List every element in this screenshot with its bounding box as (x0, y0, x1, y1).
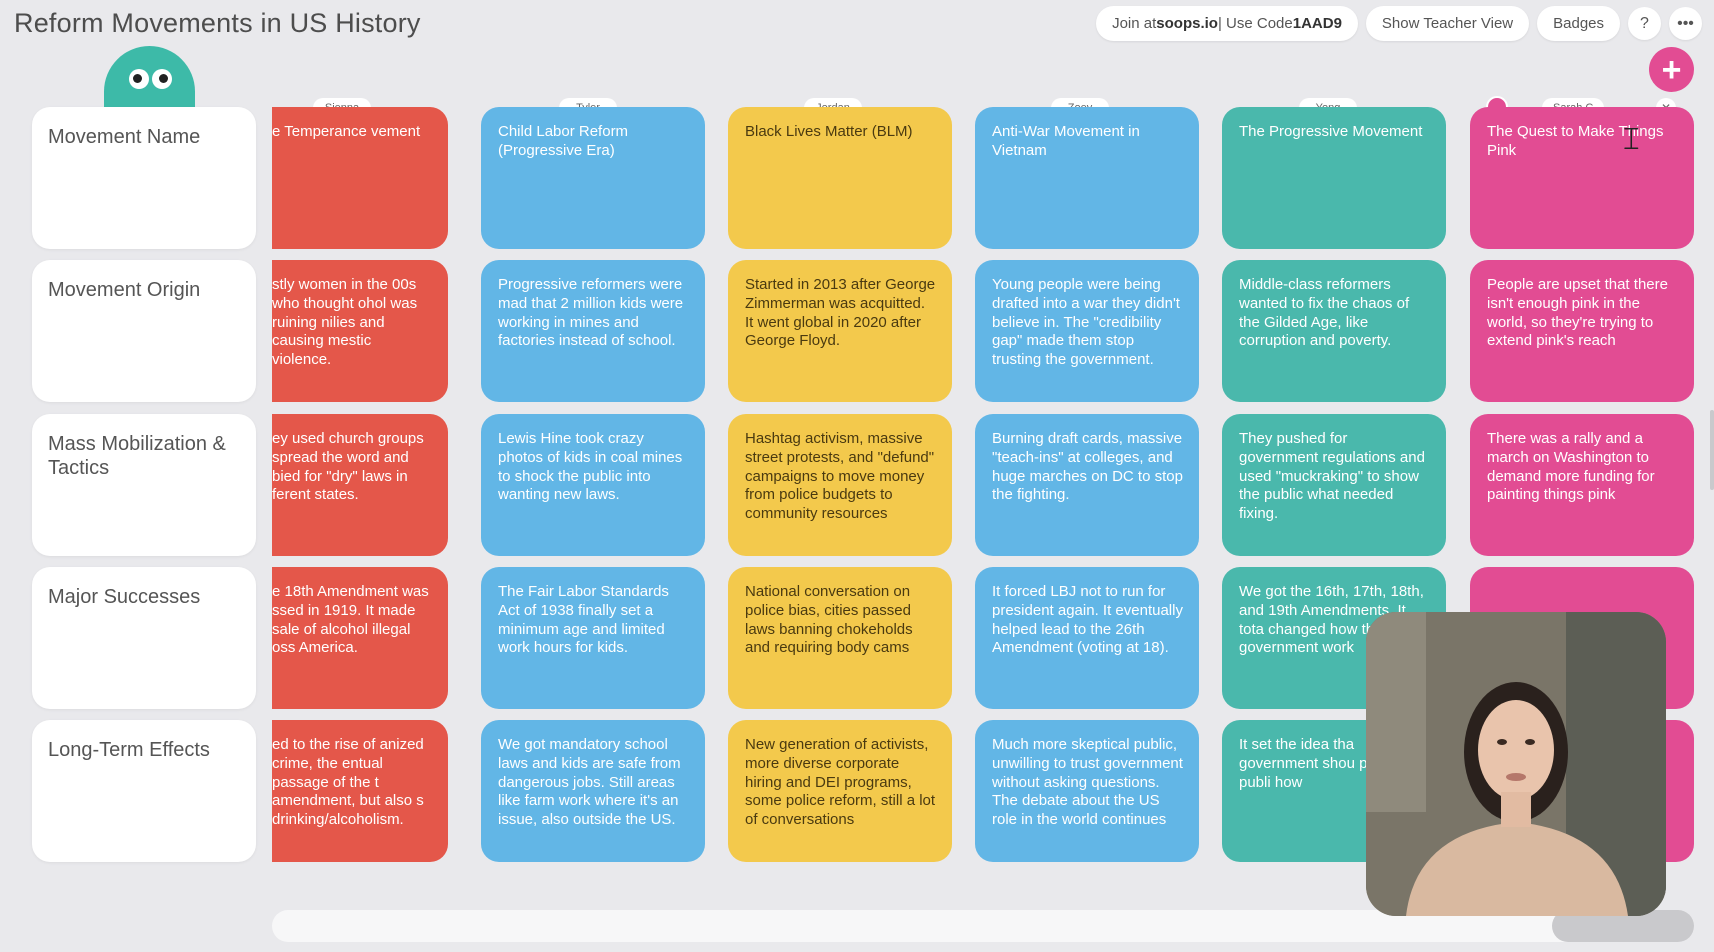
card-cell[interactable]: e 18th Amendment was ssed in 1919. It ma… (272, 567, 448, 709)
card-cell[interactable]: Burning draft cards, massive "teach-ins"… (975, 414, 1199, 556)
card-cell[interactable]: Progressive reformers were mad that 2 mi… (481, 260, 705, 402)
card-cell[interactable]: National conversation on police bias, ci… (728, 567, 952, 709)
join-site: soops.io (1156, 15, 1218, 32)
mascot-right-eye (152, 69, 172, 89)
card-cell[interactable]: ed to the rise of anized crime, the entu… (272, 720, 448, 862)
plus-icon: + (1661, 50, 1682, 89)
card-cell[interactable]: e Temperance vement (272, 107, 448, 249)
webcam-overlay (1366, 612, 1666, 916)
card-cell[interactable]: The Progressive Movement (1222, 107, 1446, 249)
card-cell[interactable]: Hashtag activism, massive street protest… (728, 414, 952, 556)
card-cell[interactable]: Started in 2013 after George Zimmerman w… (728, 260, 952, 402)
card-cell[interactable]: Middle-class reformers wanted to fix the… (1222, 260, 1446, 402)
row-label-major-successes: Major Successes (32, 567, 256, 709)
add-column-button[interactable]: + (1649, 47, 1694, 92)
join-code-button[interactable]: Join at soops.io | Use Code 1AAD9 (1096, 6, 1358, 41)
text-cursor-icon: 𝙸 (1620, 120, 1643, 156)
join-separator: | Use Code (1217, 15, 1293, 32)
mascot-left-eye (129, 69, 149, 89)
card-cell[interactable]: There was a rally and a march on Washing… (1470, 414, 1694, 556)
board: Sienna e Temperance vement stly women in… (272, 90, 1714, 870)
row-label-movement-name: Movement Name (32, 107, 256, 249)
card-cell[interactable]: We got mandatory school laws and kids ar… (481, 720, 705, 862)
row-label-mass-mobilization: Mass Mobilization & Tactics (32, 414, 256, 556)
card-cell[interactable]: They pushed for government regulations a… (1222, 414, 1446, 556)
card-cell[interactable]: The Fair Labor Standards Act of 1938 fin… (481, 567, 705, 709)
card-cell[interactable]: It forced LBJ not to run for president a… (975, 567, 1199, 709)
join-code: 1AAD9 (1292, 15, 1342, 32)
help-button[interactable]: ? (1628, 7, 1661, 40)
card-cell[interactable]: Black Lives Matter (BLM) (728, 107, 952, 249)
card-cell[interactable]: Anti-War Movement in Vietnam (975, 107, 1199, 249)
presenter-video-icon (1366, 612, 1666, 916)
card-cell[interactable]: ey used church groups spread the word an… (272, 414, 448, 556)
top-toolbar: Join at soops.io | Use Code 1AAD9 Show T… (1096, 6, 1702, 41)
join-prefix: Join at (1112, 15, 1157, 32)
row-label-long-term-effects: Long-Term Effects (32, 720, 256, 862)
badges-button[interactable]: Badges (1537, 6, 1620, 41)
card-cell[interactable]: Lewis Hine took crazy photos of kids in … (481, 414, 705, 556)
page-title: Reform Movements in US History (14, 8, 421, 38)
card-cell[interactable]: Much more skeptical public, unwilling to… (975, 720, 1199, 862)
card-cell[interactable]: People are upset that there isn't enough… (1470, 260, 1694, 402)
card-cell[interactable]: stly women in the 00s who thought ohol w… (272, 260, 448, 402)
card-cell[interactable]: Young people were being drafted into a w… (975, 260, 1199, 402)
mascot-eyes-icon (104, 46, 195, 116)
card-cell[interactable]: The Quest to Make Things Pink (1470, 107, 1694, 249)
row-label-movement-origin: Movement Origin (32, 260, 256, 402)
card-cell[interactable]: Child Labor Reform (Progressive Era) (481, 107, 705, 249)
show-teacher-view-button[interactable]: Show Teacher View (1365, 6, 1530, 41)
more-options-button[interactable]: ••• (1669, 7, 1702, 40)
vertical-scrollbar[interactable] (1710, 410, 1714, 490)
card-cell[interactable]: New generation of activists, more divers… (728, 720, 952, 862)
